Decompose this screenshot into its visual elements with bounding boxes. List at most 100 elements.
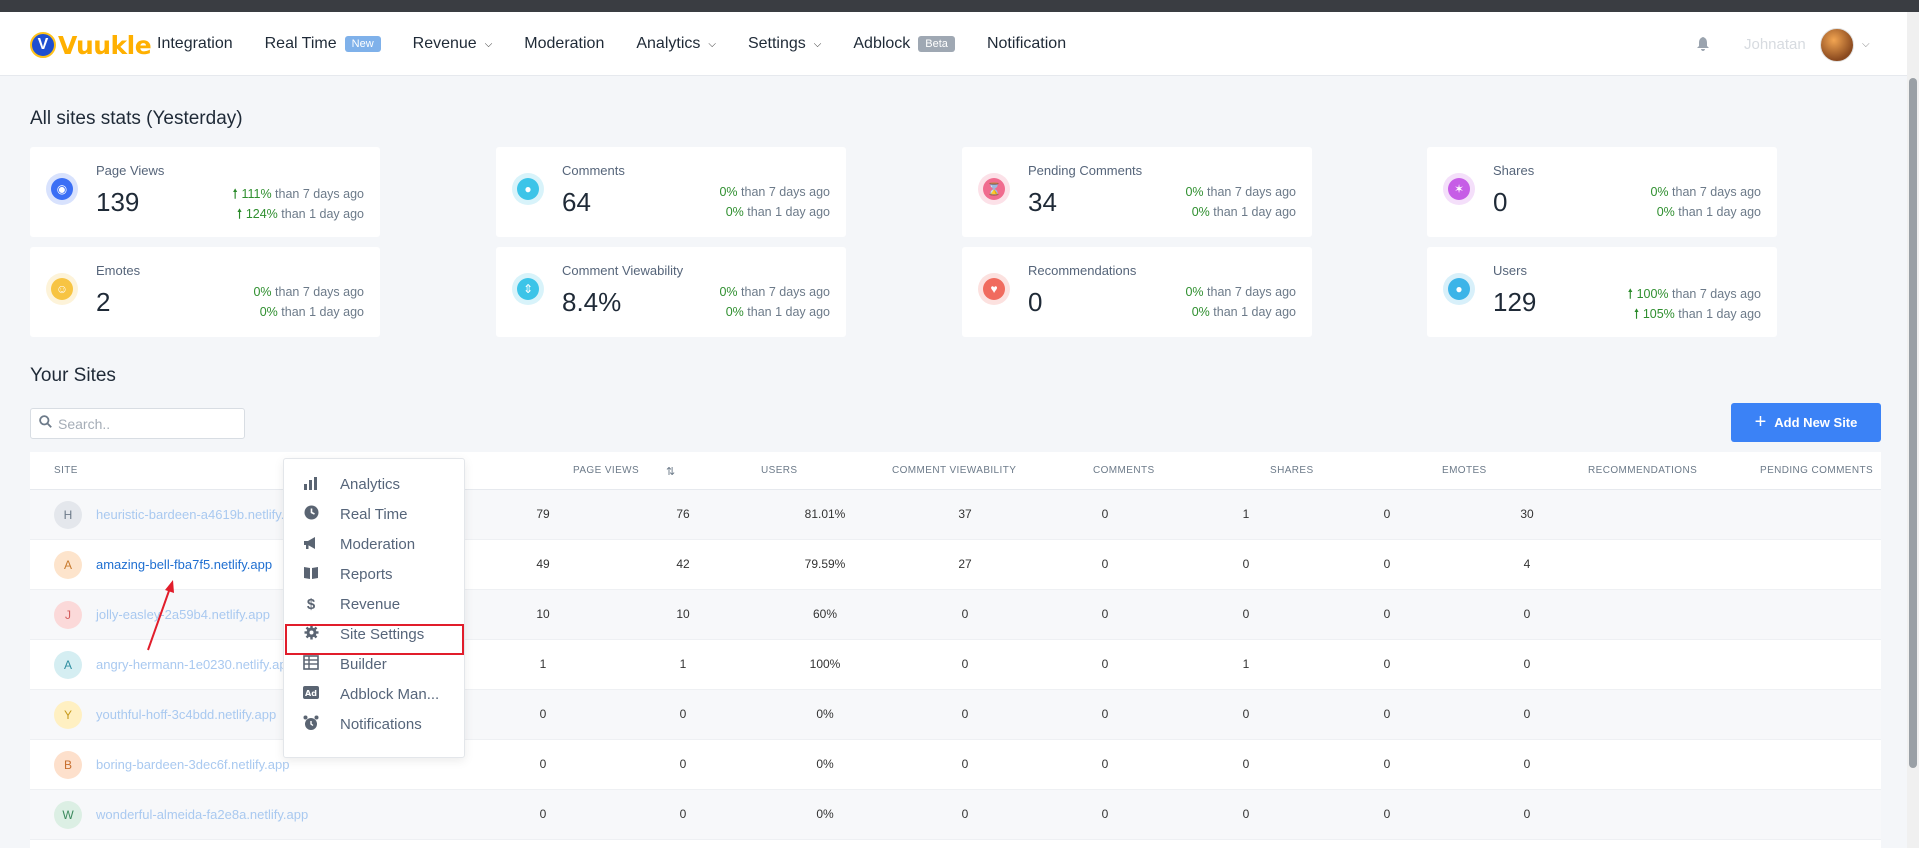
week-pct: 0% bbox=[1185, 285, 1204, 299]
site-avatar: H bbox=[54, 501, 82, 529]
site-name-link[interactable]: angry-hermann-1e0230.netlify.app bbox=[96, 657, 294, 672]
nav-settings[interactable]: Settings ⌵ bbox=[748, 35, 821, 53]
site-search[interactable] bbox=[30, 408, 245, 439]
cell-comments: 27 bbox=[958, 557, 972, 571]
site-context-menu: Analytics Real Time Moderation Reports $ Reve… bbox=[283, 458, 465, 758]
cell-page_views: 0 bbox=[539, 807, 547, 821]
stat-week-compare: 0% than 7 days ago bbox=[1185, 285, 1296, 299]
cell-comments: 0 bbox=[961, 807, 969, 821]
cell-shares: 0 bbox=[1101, 807, 1109, 821]
cell-users: 0 bbox=[679, 807, 687, 821]
nav-notification[interactable]: Notification bbox=[987, 35, 1066, 53]
cell-recommendations: 0 bbox=[1383, 707, 1391, 721]
stat-icon-ring: ● bbox=[1443, 273, 1475, 305]
context-menu-item-adblock-man[interactable]: Ad Adblock Man... bbox=[284, 679, 466, 709]
site-name-link[interactable]: wonderful-almeida-fa2e8a.netlify.app bbox=[96, 807, 309, 822]
stat-value: 0 bbox=[1493, 187, 1508, 217]
week-suffix: than 7 days ago bbox=[1203, 285, 1296, 299]
nav-revenue[interactable]: Revenue ⌵ bbox=[413, 35, 493, 53]
stat-day-compare: 0% than 1 day ago bbox=[260, 305, 364, 319]
site-avatar: J bbox=[54, 601, 82, 629]
day-pct: 0% bbox=[725, 305, 744, 319]
cell-recommendations: 0 bbox=[1383, 507, 1391, 521]
cell-comments: 0 bbox=[961, 757, 969, 771]
stat-label: Emotes bbox=[96, 263, 141, 278]
week-pct: 0% bbox=[253, 285, 272, 299]
day-suffix: than 1 day ago bbox=[277, 305, 364, 319]
context-menu-item-builder[interactable]: Builder bbox=[284, 649, 466, 679]
builder-icon bbox=[302, 655, 320, 673]
context-menu-item-real-time[interactable]: Real Time bbox=[284, 499, 466, 529]
context-menu-item-analytics[interactable]: Analytics bbox=[284, 469, 466, 499]
week-suffix: than 7 days ago bbox=[1203, 185, 1296, 199]
nav-label: Integration bbox=[157, 35, 233, 52]
cell-shares: 0 bbox=[1101, 707, 1109, 721]
cell-users: 1 bbox=[679, 657, 687, 671]
day-suffix: than 1 day ago bbox=[1674, 205, 1761, 219]
heart-icon: ♥ bbox=[983, 278, 1005, 300]
site-settings-highlight bbox=[285, 624, 464, 655]
cell-pending: 30 bbox=[1520, 507, 1534, 521]
day-pct: 124% bbox=[245, 207, 278, 221]
nav-real-time[interactable]: Real Time New bbox=[265, 35, 381, 53]
stat-icon-ring: ♥ bbox=[978, 273, 1010, 305]
context-menu-item-revenue[interactable]: $ Revenue bbox=[284, 589, 466, 619]
user-icon: ● bbox=[1448, 278, 1470, 300]
cell-comments: 0 bbox=[961, 657, 969, 671]
nav-adblock[interactable]: Adblock Beta bbox=[853, 35, 955, 53]
context-menu-item-notifications[interactable]: Notifications bbox=[284, 709, 466, 739]
day-suffix: than 1 day ago bbox=[743, 305, 830, 319]
chevron-down-icon: ⌵ bbox=[708, 38, 716, 50]
site-name-link[interactable]: amazing-bell-fba7f5.netlify.app bbox=[96, 557, 273, 572]
sort-icon[interactable]: ⇅ bbox=[666, 466, 676, 478]
cell-page_views: 10 bbox=[536, 607, 550, 621]
context-menu-item-reports[interactable]: Reports bbox=[284, 559, 466, 589]
search-input[interactable] bbox=[58, 415, 228, 432]
day-suffix: than 1 day ago bbox=[743, 205, 830, 219]
stat-icon-ring: ⇕ bbox=[512, 273, 544, 305]
site-name-link[interactable]: boring-bardeen-3dec6f.netlify.app bbox=[96, 757, 290, 772]
add-button-label: Add New Site bbox=[1774, 415, 1858, 430]
week-suffix: than 7 days ago bbox=[737, 285, 830, 299]
logo-text: Vuukle bbox=[58, 30, 152, 60]
context-menu-item-site-settings[interactable]: Site Settings bbox=[284, 619, 466, 649]
top-navbar: V Vuukle Integration Real Time New Revenu… bbox=[0, 12, 1907, 76]
nav-moderation[interactable]: Moderation bbox=[524, 35, 604, 53]
book-icon bbox=[302, 566, 320, 583]
week-pct: 0% bbox=[719, 185, 738, 199]
eye-icon: ◉ bbox=[51, 178, 73, 200]
share-icon: ✶ bbox=[1448, 178, 1470, 200]
stat-label: Comments bbox=[562, 163, 625, 178]
cell-users: 0 bbox=[679, 757, 687, 771]
cell-recommendations: 0 bbox=[1383, 557, 1391, 571]
cell-emotes: 1 bbox=[1242, 657, 1250, 671]
stat-value: 8.4% bbox=[562, 287, 622, 317]
week-suffix: than 7 days ago bbox=[1668, 185, 1761, 199]
stat-value: 2 bbox=[96, 287, 111, 317]
cell-shares: 0 bbox=[1101, 507, 1109, 521]
site-name-link[interactable]: youthful-hoff-3c4bdd.netlify.app bbox=[96, 707, 277, 722]
cell-emotes: 0 bbox=[1242, 607, 1250, 621]
bell-icon[interactable] bbox=[1697, 37, 1709, 54]
user-name[interactable]: Johnatan bbox=[1744, 36, 1806, 53]
scrollbar-thumb[interactable] bbox=[1909, 78, 1917, 768]
site-avatar: B bbox=[54, 751, 82, 779]
context-menu-item-moderation[interactable]: Moderation bbox=[284, 529, 466, 559]
th-page-views[interactable]: PAGE VIEWS bbox=[573, 465, 640, 476]
week-suffix: than 7 days ago bbox=[271, 285, 364, 299]
chevron-down-icon[interactable]: ⌵ bbox=[1862, 39, 1870, 50]
nav-integration[interactable]: Integration bbox=[157, 35, 233, 53]
nav-analytics[interactable]: Analytics ⌵ bbox=[636, 35, 716, 53]
site-name-link[interactable]: heuristic-bardeen-a4619b.netlify.app bbox=[96, 507, 307, 522]
cell-users: 10 bbox=[676, 607, 690, 621]
user-avatar[interactable] bbox=[1820, 28, 1854, 62]
site-name-link[interactable]: jolly-easley-2a59b4.netlify.app bbox=[96, 607, 270, 622]
site-avatar: W bbox=[54, 801, 82, 829]
add-new-site-button[interactable]: + Add New Site bbox=[1731, 403, 1881, 442]
day-pct: 0% bbox=[1191, 305, 1210, 319]
vuukle-logo[interactable]: V Vuukle bbox=[30, 28, 152, 62]
